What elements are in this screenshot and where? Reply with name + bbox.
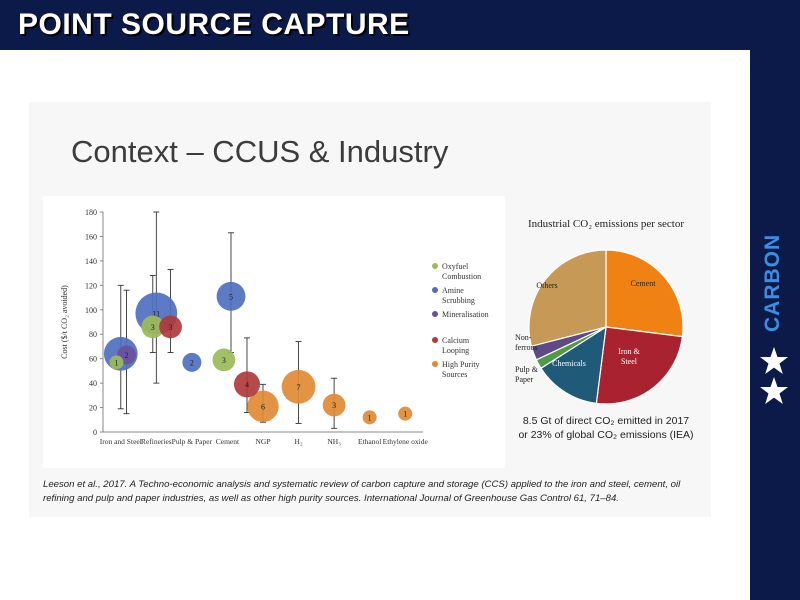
pie-caption-line2: or 23% of global CO₂ emissions (IEA) (518, 429, 694, 441)
bubble (182, 352, 202, 372)
bubble (216, 281, 246, 311)
y-axis-label: Cost ($/t CO₂ avoided) (60, 285, 69, 359)
bubble-count: 3 (332, 401, 336, 410)
pie-caption: 8.5 Gt of direct CO₂ emitted in 2017 or … (511, 414, 701, 442)
pie-slice (528, 249, 607, 347)
pie-slice-label: Pulp & Paper (515, 365, 539, 384)
bubble (362, 410, 377, 425)
header-bar: POINT SOURCE CAPTURE (0, 0, 750, 50)
citation: Leeson et al., 2017. A Techno-economic a… (43, 479, 681, 504)
page-title: POINT SOURCE CAPTURE (18, 8, 410, 41)
x-tick-label: NH₃ (327, 437, 341, 446)
x-tick-label: Ethanol (358, 437, 381, 446)
pie-title: Industrial CO₂ emissions per sector (528, 218, 684, 230)
pie-slice (540, 325, 607, 405)
pie-slice-label: Cement (631, 279, 657, 288)
cost-chart: 0 20 40 60 80 100 120 140 160 180 Cost ($/t CO₂ av… (43, 196, 505, 468)
legend-marker (432, 263, 438, 269)
bubble-count: 11 (152, 309, 160, 318)
x-tick-label: Cement (216, 437, 240, 446)
bubble-count: 6 (261, 402, 265, 411)
bubble-count: 2 (124, 351, 128, 360)
x-tick-label: NGP (255, 437, 270, 446)
star-icon (760, 377, 788, 404)
star-icon (760, 347, 788, 374)
bubble (281, 369, 316, 404)
bubble-count: 3 (151, 323, 155, 332)
bubble (398, 406, 413, 421)
emissions-pie-panel: Industrial CO₂ emissions per sector Ceme… (511, 214, 701, 454)
y-tick-label: 100 (85, 306, 97, 315)
bubble-chart: 0 20 40 60 80 100 120 140 160 180 Cost ($/t CO₂ av… (60, 208, 489, 446)
x-tick-label: Ethylene oxide (383, 437, 429, 446)
bubble-count: 5 (229, 292, 233, 301)
x-tick-label: Iron and Steel (100, 437, 142, 446)
bubble (247, 390, 279, 423)
pie-caption-line1: 8.5 Gt of direct CO₂ emitted in 2017 (522, 415, 690, 427)
legend-marker (432, 337, 438, 343)
bubble-count: 3 (169, 323, 173, 332)
y-tick-label: 20 (89, 404, 97, 413)
legend-item: Oxyfuel Combustion (442, 262, 481, 281)
bubble (109, 355, 124, 370)
y-tick-label: 180 (85, 208, 97, 217)
legend-item: Mineralisation (442, 310, 489, 319)
legend-marker (432, 311, 438, 317)
bubble-count: 1 (115, 358, 119, 367)
slide-image: Context – CCUS & Industry 0 20 40 60 80 100 12… (29, 102, 711, 517)
pie-slice-label: Iron & Steel (618, 347, 640, 366)
slide-title: Context – CCUS & Industry (71, 134, 449, 169)
y-tick-label: 160 (85, 232, 97, 241)
y-tick-label: 60 (89, 355, 97, 364)
pie-slice-label: Others (536, 281, 557, 290)
bubble (212, 348, 236, 372)
bubble-count: 1 (368, 413, 372, 422)
pie-slice (595, 326, 684, 405)
legend-item: Calcium Looping (442, 336, 470, 355)
sidebar: CARBON (750, 0, 800, 600)
y-tick-label: 140 (85, 257, 97, 266)
x-tick-label: Refineries (141, 437, 172, 446)
bubble-count: 2 (190, 358, 194, 367)
bubble-count: 3 (222, 356, 226, 365)
bubble (141, 315, 165, 339)
bubble (234, 371, 260, 398)
x-tick-label: H₂ (295, 437, 303, 446)
bubble-count: 4 (245, 380, 249, 389)
bubble-count: 7 (297, 383, 301, 392)
legend-item: High Purity Sources (442, 360, 480, 379)
y-tick-label: 0 (93, 428, 97, 437)
legend-marker (432, 287, 438, 293)
y-tick-label: 80 (89, 330, 97, 339)
y-tick-label: 40 (89, 379, 97, 388)
legend-marker (432, 361, 438, 367)
sidebar-label: CARBON (761, 233, 784, 332)
pie-slice-label: Non-ferrous (515, 333, 538, 352)
pie-slice (605, 249, 684, 338)
pie-slice-label: Chemicals (552, 359, 586, 368)
bubble-count: 1 (403, 410, 407, 419)
legend-item: Amine Scrubbing (442, 286, 475, 305)
bubble (159, 315, 182, 339)
bubble (322, 393, 346, 417)
y-tick-label: 120 (85, 281, 97, 290)
x-tick-label: Pulp & Paper (172, 437, 213, 446)
pie-chart: Cement Iron & Steel Chemicals Pulp & Paper Non… (515, 249, 684, 405)
